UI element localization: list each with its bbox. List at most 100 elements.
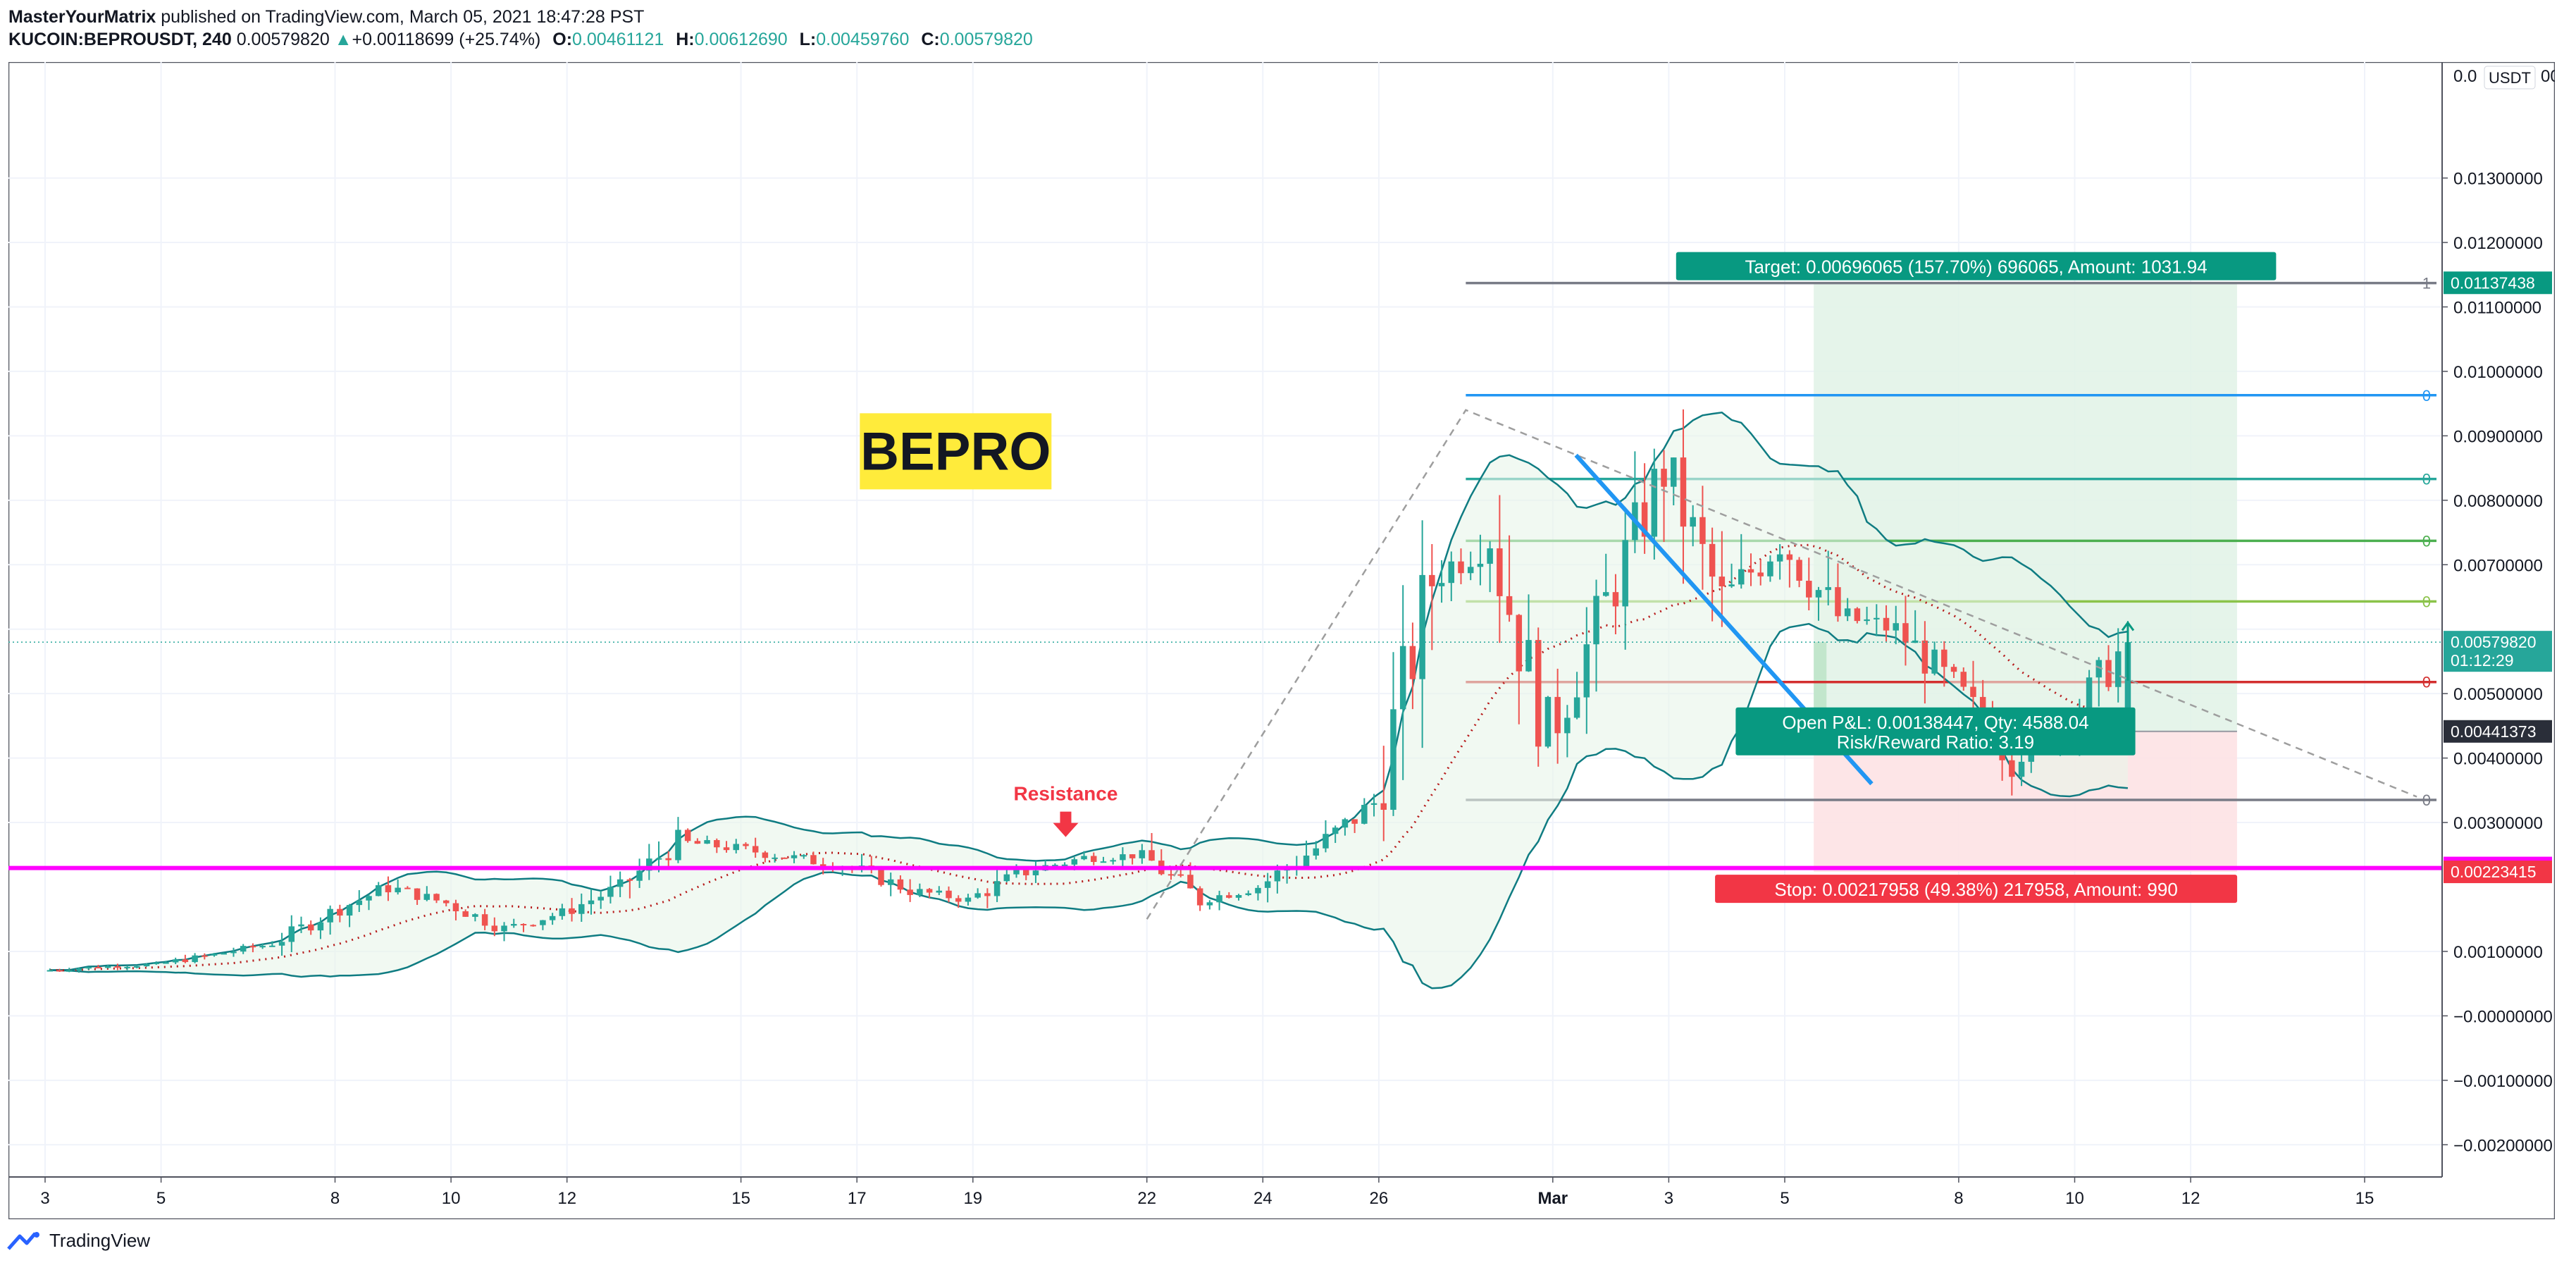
candle-body <box>298 924 304 927</box>
candle-body <box>752 846 759 853</box>
chart-frame[interactable]: 1 0 0 0 0 0 0 Resistance BEPRO Target: 0.00696065… <box>8 61 2560 1220</box>
candle-body <box>433 894 440 901</box>
candle-body <box>1612 592 1619 607</box>
price-tick-label: 0.00900000 <box>2453 427 2543 446</box>
symbol-badge-text: BEPRO <box>860 421 1051 481</box>
candle-body <box>597 896 604 901</box>
candle-body <box>1081 856 1087 860</box>
fib-level-label: 0 <box>2422 532 2431 550</box>
footer: TradingView <box>7 1230 150 1252</box>
candle-body <box>1554 696 1561 734</box>
candle-body <box>114 966 121 968</box>
candle-body <box>1497 548 1503 596</box>
candle-body <box>1941 649 1948 667</box>
currency-badge-text: USDT <box>2489 69 2531 87</box>
candle-body <box>549 915 556 920</box>
candle-body <box>327 908 333 923</box>
candle-body <box>462 911 469 917</box>
tradingview-logo-icon[interactable] <box>7 1231 42 1252</box>
candle-body <box>540 920 546 925</box>
candle-body <box>636 870 643 881</box>
candle-body <box>1168 874 1175 876</box>
candle-body <box>1487 548 1493 564</box>
candle-body <box>1226 895 1232 898</box>
candle-body <box>1177 874 1184 876</box>
open-value: 0.00461121 <box>572 30 664 49</box>
price-tick-label: −0.00200000 <box>2453 1136 2553 1155</box>
candle-body <box>1767 561 1773 577</box>
candle-body <box>1206 902 1213 906</box>
candle-body <box>1409 646 1416 679</box>
bollinger-upper-band <box>49 411 2129 971</box>
candle-body <box>723 847 730 851</box>
price-tick-label: 0.01300000 <box>2453 170 2543 189</box>
candle-body <box>1390 709 1397 810</box>
candle-body <box>2114 651 2122 687</box>
price-tick-label: 0.00800000 <box>2453 492 2543 511</box>
candle-body <box>907 889 913 895</box>
price-tick-label: 0.0 <box>2453 67 2477 86</box>
time-tick-label: 19 <box>963 1189 982 1208</box>
symbol-label[interactable]: KUCOIN:BEPROUSDT, 240 <box>8 30 232 49</box>
candle-body <box>182 959 189 963</box>
price-tick-label: 00 <box>2541 67 2555 86</box>
candle-body <box>1052 865 1058 867</box>
candle-body <box>375 885 382 896</box>
price-axis-label-box <box>2444 720 2552 743</box>
candle-body <box>317 922 324 931</box>
candle-body <box>936 890 943 893</box>
price-axis-label: 0.00579820 <box>2451 633 2537 651</box>
candle-body <box>1902 623 1909 643</box>
candle-body <box>926 889 933 893</box>
price-tick-label: 0.01200000 <box>2453 234 2543 253</box>
candle-body <box>1544 696 1552 747</box>
countdown-label: 01:12:29 <box>2451 651 2514 670</box>
time-tick-label: 24 <box>1253 1189 1272 1208</box>
candle-body <box>1361 804 1368 824</box>
candle-body <box>791 855 798 858</box>
price-tick-label: 0.00100000 <box>2453 943 2543 962</box>
candle-body <box>810 855 817 865</box>
candle-body <box>1680 457 1687 527</box>
candle-body <box>946 890 952 899</box>
time-tick-label: 10 <box>2065 1189 2084 1208</box>
bollinger-lower-band <box>49 622 2129 990</box>
wave-projection-line <box>1146 409 2417 920</box>
candle-body <box>974 893 981 898</box>
candle-body <box>2095 660 2103 678</box>
candle-body <box>626 879 633 881</box>
candle-body <box>1303 855 1310 867</box>
candle-body <box>1893 623 1899 631</box>
candle-body <box>472 914 478 917</box>
candle-body <box>66 970 73 972</box>
fib-level-label: 0 <box>2422 674 2431 691</box>
candle-body <box>1564 717 1571 734</box>
target-label: Target: 0.00696065 (157.70%) 696065, Amo… <box>1676 252 2277 280</box>
candle-body <box>511 924 517 926</box>
price-tick-label: −0.00000000 <box>2453 1007 2553 1026</box>
open-pnl-label: Open P&L: 0.00138447, Qty: 4588.04Risk/R… <box>1735 707 2136 756</box>
candle-body <box>1313 848 1319 856</box>
candle-body <box>897 879 904 890</box>
time-tick-label: 12 <box>557 1189 576 1208</box>
candle-body <box>249 946 256 948</box>
candle-body <box>85 966 92 969</box>
candle-body <box>1022 869 1029 875</box>
candle-body <box>75 968 82 970</box>
candle-body <box>423 894 431 900</box>
candle-body <box>762 852 769 858</box>
candle-body <box>385 885 392 893</box>
candle-body <box>665 858 671 861</box>
currency-badge: USDT <box>2484 66 2536 90</box>
publisher-name[interactable]: MasterYourMatrix <box>8 7 156 27</box>
candle-body <box>1429 574 1435 586</box>
candle-body <box>1573 697 1580 718</box>
candle-body <box>1100 861 1107 863</box>
candle-body <box>1399 646 1406 710</box>
candle-body <box>1506 596 1513 615</box>
footer-brand[interactable]: TradingView <box>49 1230 151 1251</box>
price-tick-label: 0.01000000 <box>2453 363 2543 382</box>
price-tick-label: 0.01100000 <box>2453 298 2541 317</box>
candle-body <box>1854 608 1861 622</box>
